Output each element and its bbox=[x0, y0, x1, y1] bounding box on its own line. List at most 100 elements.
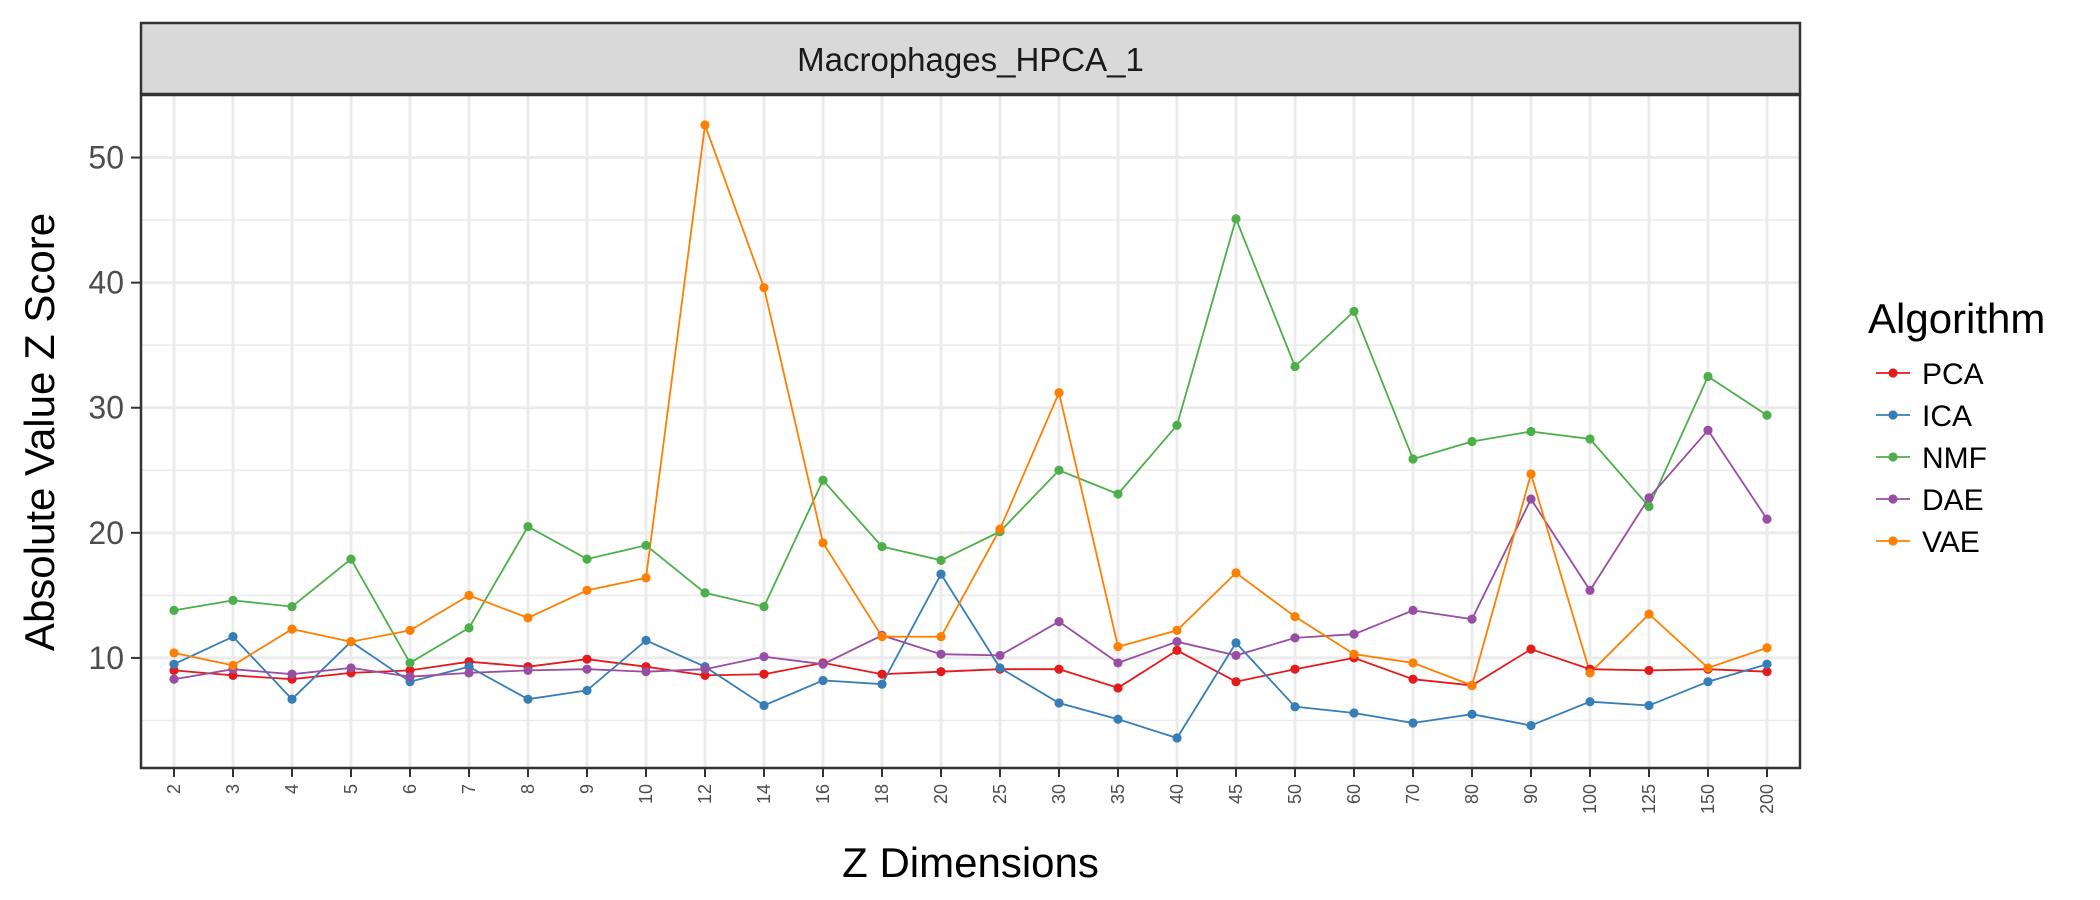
data-point-pca bbox=[1408, 674, 1418, 684]
data-point-nmf bbox=[1526, 426, 1536, 437]
x-tick-label: 8 bbox=[518, 784, 538, 794]
data-point-vae bbox=[1467, 680, 1477, 691]
legend-item-pca: PCA bbox=[1876, 358, 1984, 391]
data-point-vae bbox=[523, 613, 533, 623]
legend-label: DAE bbox=[1922, 484, 1984, 517]
data-point-dae bbox=[405, 672, 415, 682]
data-point-ica bbox=[1349, 708, 1359, 718]
data-point-ica bbox=[759, 700, 769, 711]
data-point-ica bbox=[1408, 718, 1418, 728]
legend-swatch-point bbox=[1888, 536, 1898, 546]
data-point-nmf bbox=[759, 602, 769, 612]
data-point-vae bbox=[1408, 658, 1418, 668]
legend-swatch-point bbox=[1888, 494, 1898, 504]
data-point-ica bbox=[641, 635, 651, 646]
data-point-ica bbox=[1290, 702, 1300, 712]
y-tick-label: 20 bbox=[88, 515, 124, 551]
x-tick-label: 25 bbox=[990, 784, 1010, 804]
data-point-dae bbox=[936, 649, 946, 659]
data-point-dae bbox=[759, 652, 769, 662]
data-point-dae bbox=[641, 667, 651, 677]
data-point-nmf bbox=[1467, 436, 1477, 447]
data-point-dae bbox=[1703, 425, 1713, 435]
data-point-dae bbox=[1172, 637, 1182, 647]
data-point-vae bbox=[1054, 388, 1064, 398]
data-point-vae bbox=[995, 524, 1005, 534]
data-point-pca bbox=[759, 669, 769, 679]
series-points bbox=[169, 120, 1772, 743]
data-point-dae bbox=[1762, 514, 1772, 524]
data-point-pca bbox=[582, 654, 592, 664]
data-point-nmf bbox=[169, 605, 179, 615]
data-point-vae bbox=[582, 585, 592, 595]
data-point-nmf bbox=[700, 588, 710, 598]
data-point-vae bbox=[1113, 642, 1123, 652]
data-point-dae bbox=[1408, 605, 1418, 615]
x-tick-label: 70 bbox=[1403, 784, 1423, 804]
data-point-ica bbox=[169, 659, 179, 669]
data-point-ica bbox=[287, 694, 297, 704]
y-tick-label: 40 bbox=[88, 265, 124, 301]
data-point-dae bbox=[287, 669, 297, 679]
data-point-dae bbox=[1231, 650, 1241, 661]
legend-item-vae: VAE bbox=[1876, 526, 1980, 559]
data-point-vae bbox=[346, 637, 356, 647]
data-point-vae bbox=[464, 590, 474, 600]
x-axis: 2 3 4 5 6 7 8 9 10 12 14 16 18 20 25 30 35 40 45 50 60 70 80 90… bbox=[164, 768, 1777, 814]
data-point-ica bbox=[1054, 698, 1064, 708]
data-point-vae bbox=[1703, 663, 1713, 673]
x-tick-label: 45 bbox=[1226, 784, 1246, 804]
x-tick-label: 14 bbox=[754, 784, 774, 804]
data-point-nmf bbox=[1408, 454, 1418, 464]
data-point-nmf bbox=[1172, 420, 1182, 430]
x-tick-label: 2 bbox=[164, 784, 184, 794]
x-tick-label: 30 bbox=[1049, 784, 1069, 804]
data-point-dae bbox=[995, 650, 1005, 661]
data-point-nmf bbox=[582, 554, 592, 564]
data-point-ica bbox=[1172, 733, 1182, 743]
data-point-pca bbox=[1290, 664, 1300, 674]
series-line-nmf bbox=[173, 216, 1768, 665]
data-point-nmf bbox=[1054, 465, 1064, 475]
data-point-vae bbox=[936, 632, 946, 642]
x-tick-label: 150 bbox=[1698, 784, 1718, 814]
legend-item-dae: DAE bbox=[1876, 484, 1984, 517]
legend-label: ICA bbox=[1922, 400, 1972, 433]
data-point-ica bbox=[523, 694, 533, 704]
legend-item-ica: ICA bbox=[1876, 400, 1972, 433]
data-point-ica bbox=[1231, 638, 1241, 648]
x-tick-label: 3 bbox=[223, 784, 243, 794]
data-point-dae bbox=[523, 665, 533, 676]
x-tick-label: 18 bbox=[872, 784, 892, 804]
data-point-vae bbox=[169, 648, 179, 658]
data-point-nmf bbox=[641, 540, 651, 550]
data-point-dae bbox=[1290, 633, 1300, 643]
data-point-dae bbox=[582, 664, 592, 674]
data-point-nmf bbox=[287, 602, 297, 612]
x-tick-label: 7 bbox=[459, 784, 479, 794]
data-point-dae bbox=[818, 659, 828, 669]
data-point-nmf bbox=[1762, 410, 1772, 420]
data-point-vae bbox=[1762, 643, 1772, 653]
data-point-pca bbox=[877, 669, 887, 679]
data-point-ica bbox=[995, 663, 1005, 673]
x-tick-label: 60 bbox=[1344, 784, 1364, 804]
data-point-dae bbox=[1644, 493, 1654, 503]
data-point-dae bbox=[169, 674, 179, 684]
data-point-ica bbox=[1644, 700, 1654, 711]
data-point-ica bbox=[1703, 677, 1713, 687]
data-point-pca bbox=[1644, 665, 1654, 676]
x-tick-label: 50 bbox=[1285, 784, 1305, 804]
x-tick-label: 80 bbox=[1462, 784, 1482, 804]
data-point-nmf bbox=[818, 475, 828, 485]
y-axis-title: Absolute Value Z Score bbox=[16, 213, 63, 651]
data-point-pca bbox=[1526, 644, 1536, 654]
data-point-vae bbox=[1349, 649, 1359, 659]
data-point-pca bbox=[1762, 667, 1772, 677]
series-line-pca bbox=[173, 648, 1768, 689]
data-point-dae bbox=[1054, 617, 1064, 627]
data-point-vae bbox=[1526, 469, 1536, 479]
data-point-nmf bbox=[877, 541, 887, 552]
plot-panel-border bbox=[139, 93, 1802, 770]
data-point-vae bbox=[641, 573, 651, 583]
